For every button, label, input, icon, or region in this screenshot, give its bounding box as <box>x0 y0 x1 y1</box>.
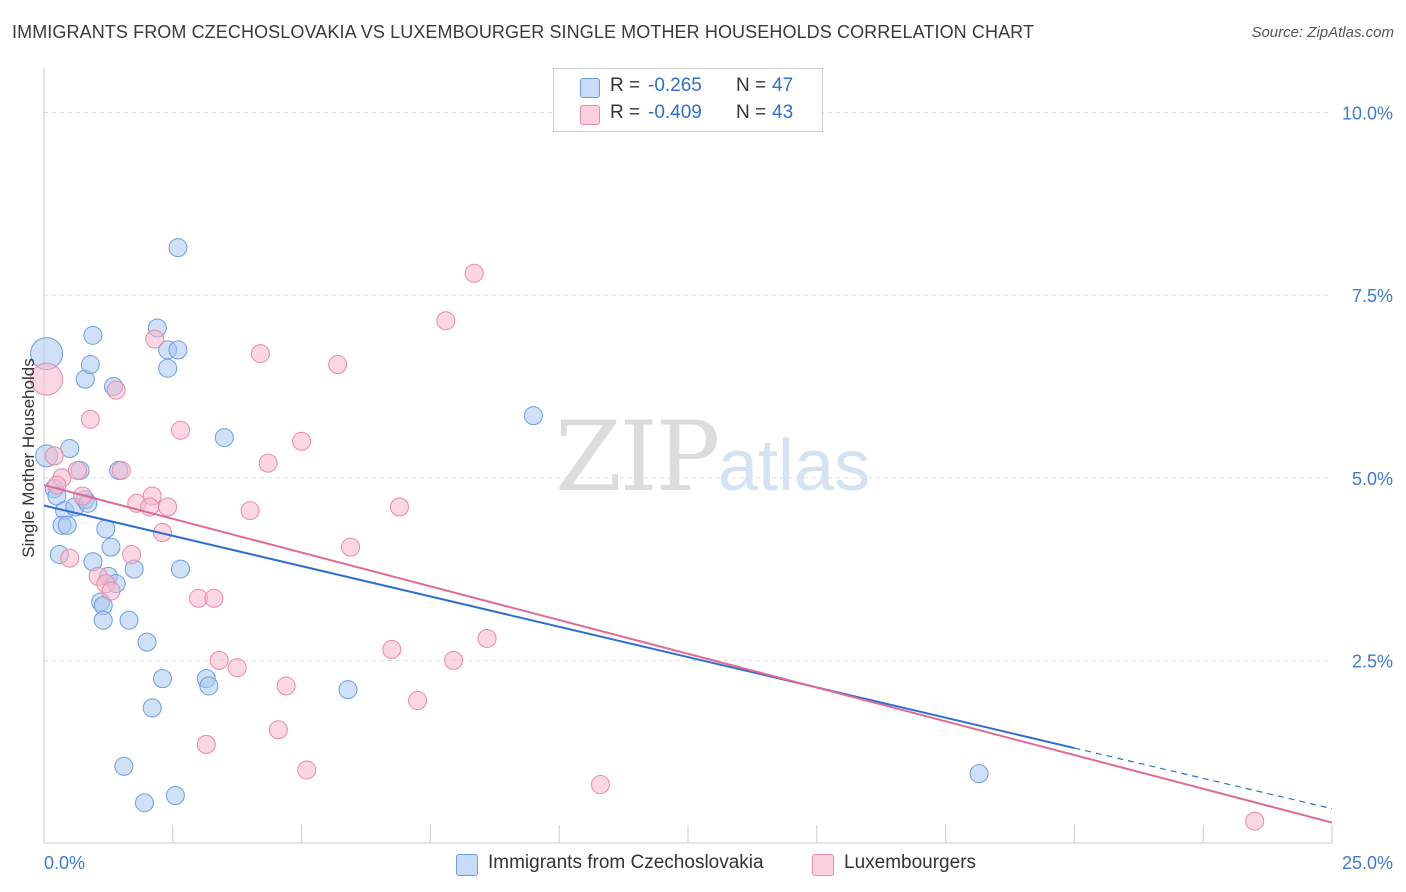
watermark-zip: ZIP <box>555 401 718 513</box>
y-tick-label: 5.0% <box>1352 469 1393 489</box>
data-points <box>30 238 1265 831</box>
luxembourger-point <box>276 676 296 696</box>
luxembourger-point <box>204 588 224 608</box>
luxembourger-point <box>171 420 191 440</box>
czechoslovakia-point <box>101 537 121 557</box>
czechoslovakia-point <box>214 428 234 448</box>
r-label: R = <box>610 102 641 123</box>
czechoslovakia-point <box>142 698 162 718</box>
luxembourger-point <box>158 497 178 517</box>
luxembourger-point <box>444 650 464 670</box>
luxembourger-point <box>250 344 270 364</box>
luxembourger-point <box>292 431 312 451</box>
luxembourger-point <box>268 720 288 740</box>
n-label: N = <box>736 102 767 123</box>
pink-swatch <box>812 854 834 876</box>
czechoslovakia-trend-line <box>43 504 1075 750</box>
czechoslovakia-point <box>969 764 989 784</box>
czechoslovakia-point <box>168 238 188 258</box>
luxembourger-point <box>209 650 229 670</box>
x-tick-label: 25.0% <box>1342 853 1393 873</box>
luxembourger-point <box>44 446 64 466</box>
n-label: N = <box>736 75 767 96</box>
czechoslovakia-point <box>96 519 116 539</box>
luxembourger-trend-line <box>43 484 1333 824</box>
luxembourger-point <box>382 639 402 659</box>
czechoslovakia-point <box>80 355 100 375</box>
czechoslovakia-point <box>114 756 134 776</box>
luxembourger-point <box>101 581 121 601</box>
czechoslovakia-point <box>152 669 172 689</box>
luxembourger-point <box>240 501 260 521</box>
luxembourger-point <box>227 658 247 678</box>
czechoslovakia-point <box>171 559 191 579</box>
luxembourger-point <box>408 691 428 711</box>
luxembourger-point <box>341 537 361 557</box>
czechoslovakia-point <box>60 439 80 459</box>
blue-swatch <box>580 78 600 98</box>
legend-label: Luxembourgers <box>844 852 977 873</box>
luxembourger-point <box>80 409 100 429</box>
r-value: -0.409 <box>648 102 702 123</box>
luxembourger-point <box>106 380 126 400</box>
czechoslovakia-trend-extension <box>1074 747 1333 810</box>
luxembourger-point <box>67 460 87 480</box>
czechoslovakia-point <box>134 793 154 813</box>
luxembourger-point <box>122 544 142 564</box>
watermark: ZIP atlas <box>555 401 870 513</box>
luxembourger-point <box>464 263 484 283</box>
tick-labels: 2.5% 5.0% 7.5% 10.0% 0.0% 25.0% <box>44 104 1393 873</box>
luxembourger-point <box>328 355 348 375</box>
y-tick-label: 7.5% <box>1352 286 1393 306</box>
czechoslovakia-point <box>168 340 188 360</box>
luxembourger-point <box>196 734 216 754</box>
r-label: R = <box>610 75 641 96</box>
luxembourger-point <box>258 453 278 473</box>
czechoslovakia-point <box>83 325 103 345</box>
czechoslovakia-point <box>158 358 178 378</box>
luxembourger-point <box>590 775 610 795</box>
luxembourger-point <box>436 311 456 331</box>
legend-label: Immigrants from Czechoslovakia <box>488 852 764 873</box>
luxembourger-point <box>1245 811 1265 831</box>
luxembourger-point <box>477 628 497 648</box>
x-tick-label: 0.0% <box>44 853 85 873</box>
luxembourger-point <box>297 760 317 780</box>
czechoslovakia-point <box>199 676 219 696</box>
luxembourger-point <box>145 329 165 349</box>
pink-swatch <box>580 105 600 125</box>
grid-lines <box>44 112 1332 661</box>
czechoslovakia-point <box>165 786 185 806</box>
czechoslovakia-point <box>523 406 543 426</box>
y-tick-label: 10.0% <box>1342 104 1393 124</box>
stats-box: R = -0.265 N = 47 R = -0.409 N = 43 <box>553 68 823 132</box>
trend-lines <box>43 484 1333 824</box>
luxembourger-point <box>30 362 64 396</box>
czechoslovakia-point <box>338 680 358 700</box>
czechoslovakia-point <box>93 610 113 630</box>
czechoslovakia-point <box>119 610 139 630</box>
r-value: -0.265 <box>648 75 702 96</box>
n-value: 47 <box>772 75 794 96</box>
luxembourger-point <box>389 497 409 517</box>
source-label: Source: ZipAtlas.com <box>1251 24 1394 41</box>
blue-swatch <box>456 854 478 876</box>
luxembourger-point <box>111 460 131 480</box>
y-axis-label: Single Mother Households <box>19 358 38 558</box>
luxembourger-point <box>47 475 67 495</box>
chart-title: IMMIGRANTS FROM CZECHOSLOVAKIA VS LUXEMB… <box>12 22 1035 42</box>
watermark-atlas: atlas <box>718 426 870 506</box>
luxembourger-point <box>60 548 80 568</box>
czechoslovakia-point <box>57 515 77 535</box>
y-tick-label: 2.5% <box>1352 651 1393 671</box>
czechoslovakia-point <box>137 632 157 652</box>
n-value: 43 <box>772 102 794 123</box>
